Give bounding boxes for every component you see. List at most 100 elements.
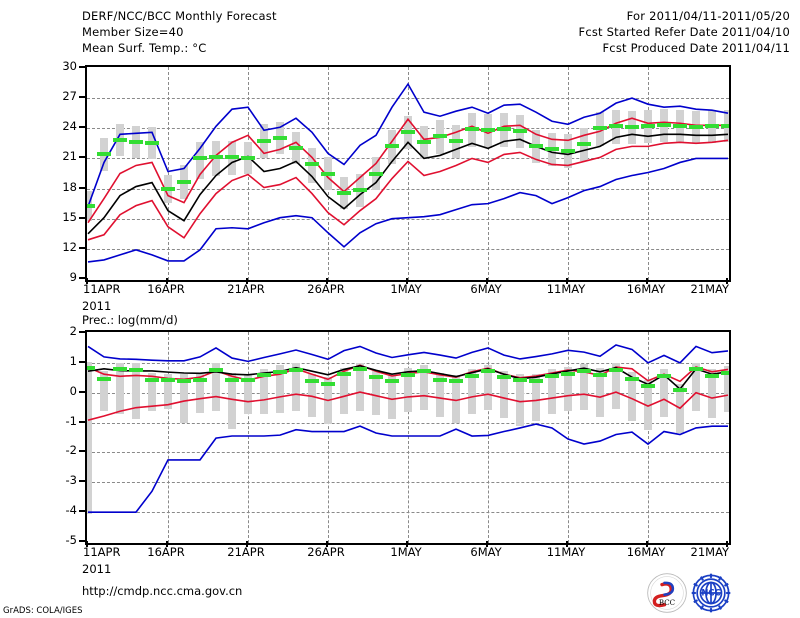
x-axis-tick [646,278,648,284]
y-axis-tick-label: -1 [65,413,77,428]
x-axis-tick-label: 11APR [83,282,121,296]
spread-bar [452,374,460,423]
climatology-marker [689,367,703,372]
climatology-marker [161,186,175,191]
spread-bar [580,364,588,411]
x-axis-tick [326,278,328,284]
climatology-marker [321,171,335,176]
climatology-marker [497,375,511,380]
ncc-logo: NCC [690,572,732,614]
gridline-vertical [248,332,249,543]
x-axis-tick-label: 11MAY [546,282,586,296]
footer-url[interactable]: http://cmdp.ncc.cma.gov.cn [82,584,243,598]
y-axis-tick-label: -2 [65,443,77,458]
precipitation-plot-area [85,330,731,545]
climatology-marker [113,138,127,143]
y-axis-tick-label: 30 [62,59,77,73]
precipitation-caption: Prec.: log(mm/d) [82,313,178,327]
gridline-vertical [648,332,649,543]
spread-bar [596,368,604,417]
climatology-marker [721,371,729,375]
x-axis-tick-label: 21APR [227,545,265,559]
spread-bar [516,373,524,426]
spread-bar [500,370,508,419]
spread-bar [292,363,300,412]
x-axis-tick [246,278,248,284]
climatology-marker [481,369,495,374]
x-axis-tick-label: 6MAY [470,545,502,559]
header-period: For 2011/04/11-2011/05/20 [626,9,790,23]
series-line [87,133,729,235]
header-produced-date: Fcst Produced Date 2011/04/11 [602,41,790,55]
x-axis-tick-label: 21APR [227,282,265,296]
series-line [87,157,728,263]
y-axis-tick-label: 24 [62,119,77,134]
x-axis-tick [486,278,488,284]
footer-grads-credit: GrADS: COLA/IGES [3,606,83,616]
climatology-marker [177,179,191,184]
spread-bar [436,373,444,417]
climatology-marker [641,124,655,129]
x-axis-tick-label: 6MAY [470,282,502,296]
spread-bar [532,374,540,422]
spread-bar [548,369,556,415]
climatology-marker [705,373,719,378]
climatology-marker [593,126,607,131]
spread-bar [404,368,412,413]
climatology-marker [353,187,367,192]
climatology-marker [257,373,271,378]
gridline-vertical [408,332,409,543]
y-axis-tick [79,216,85,219]
climatology-marker [97,376,111,381]
y-axis-tick [79,510,85,513]
spread-bar [420,364,428,411]
x-axis-tick-label: 16MAY [626,282,666,296]
spread-bar [87,362,92,514]
x-axis-tick [326,541,328,547]
climatology-marker [545,373,559,378]
temperature-plot-area [85,65,731,282]
temperature-x-year: 2011 [82,299,112,313]
header-variable: Mean Surf. Temp.: °C [82,41,207,55]
x-axis-tick [246,541,248,547]
spread-bar [388,374,396,419]
climatology-marker [433,134,447,139]
gridline-vertical [568,332,569,543]
climatology-marker [209,155,223,160]
y-axis-tick [79,96,85,99]
spread-bar [132,363,140,419]
y-axis-tick-label: 9 [69,270,77,284]
climatology-marker [465,127,479,132]
y-axis-tick [79,360,85,363]
y-axis-tick [79,420,85,423]
climatology-marker [193,378,207,383]
climatology-marker [513,378,527,383]
series-line [87,139,729,241]
climatology-marker [577,368,591,373]
climatology-marker [721,124,729,129]
climatology-marker [465,373,479,378]
spread-bar [164,373,172,410]
climatology-marker [385,144,399,149]
climatology-marker [705,124,719,129]
y-axis-tick-label: 21 [62,149,77,164]
climatology-marker [625,125,639,130]
spread-bar [484,364,492,411]
y-axis-tick [79,277,85,279]
climatology-marker [273,136,287,141]
climatology-marker [369,374,383,379]
gridline-vertical [568,67,569,280]
x-axis-tick [406,541,408,547]
spread-bar [276,365,284,413]
gridline-vertical [408,67,409,280]
spread-bar [660,369,668,417]
climatology-marker [305,378,319,383]
y-axis-tick [79,246,85,249]
series-line [87,82,729,207]
spread-bar [196,373,204,413]
climatology-marker [337,372,351,377]
x-axis-tick-label: 21MAY [690,545,730,559]
climatology-marker [385,379,399,384]
spread-bar [612,363,620,410]
